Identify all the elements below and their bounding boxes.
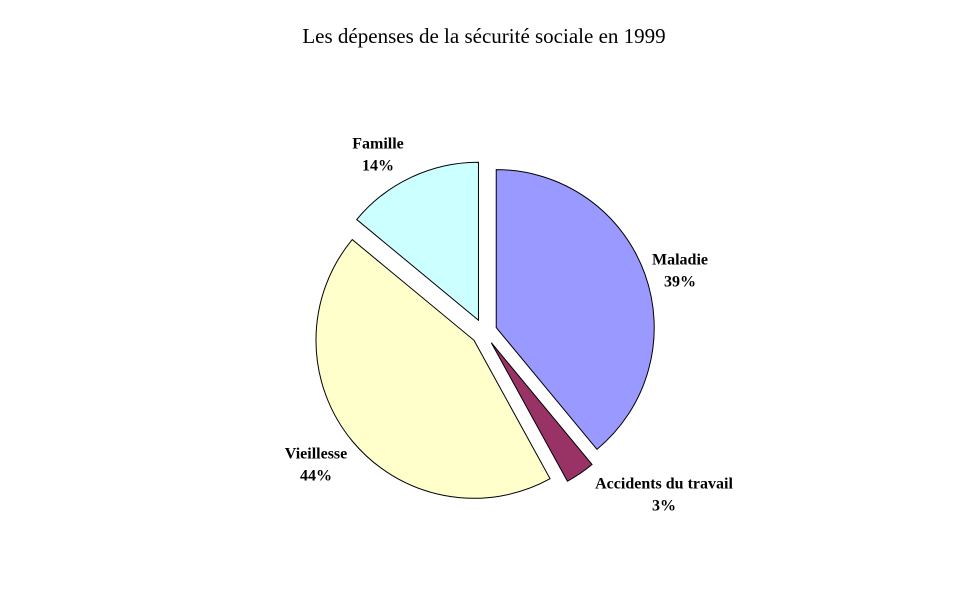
slice-label: Maladie xyxy=(652,252,708,269)
pie-slice xyxy=(490,342,593,482)
slice-value-label: 39% xyxy=(664,274,696,291)
slice-value-label: 14% xyxy=(362,158,394,175)
slice-label: Famille xyxy=(352,136,404,153)
slice-value-label: 3% xyxy=(652,498,676,515)
chart-title: Les dépenses de la sécurité sociale en 1… xyxy=(302,24,665,48)
pie-slice xyxy=(495,169,655,451)
slice-value-label: 44% xyxy=(300,468,332,485)
pie-slice xyxy=(356,161,479,322)
pie-slice xyxy=(315,238,551,499)
slice-label: Vieillesse xyxy=(285,446,348,463)
slice-label: Accidents du travail xyxy=(595,476,733,493)
